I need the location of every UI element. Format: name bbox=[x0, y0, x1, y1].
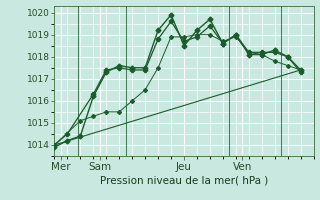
X-axis label: Pression niveau de la mer( hPa ): Pression niveau de la mer( hPa ) bbox=[100, 176, 268, 186]
